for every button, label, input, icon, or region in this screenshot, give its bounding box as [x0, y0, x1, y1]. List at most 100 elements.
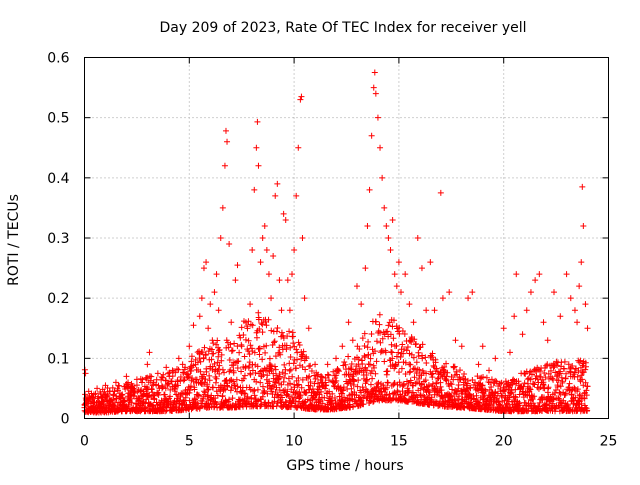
roti-band-point [407, 368, 414, 375]
roti-band-point [213, 375, 220, 382]
roti-band-point [218, 403, 225, 410]
roti-band-point [528, 392, 535, 399]
y-tick-label: 0.5 [47, 111, 69, 127]
roti-band-point [540, 382, 547, 389]
roti-band-point [542, 374, 549, 381]
roti-band-point [195, 392, 202, 399]
roti-band-point [373, 338, 380, 345]
roti-band-point [340, 387, 347, 394]
roti-band-point [177, 373, 184, 380]
roti-point [305, 325, 312, 332]
roti-band-point [229, 347, 236, 354]
roti-band-point [566, 387, 573, 394]
roti-band-point [218, 357, 225, 364]
roti-band-point [413, 340, 420, 347]
roti-band-point [287, 353, 294, 360]
roti-point [274, 180, 281, 187]
roti-band-point [512, 386, 519, 393]
roti-band-point [512, 393, 519, 400]
roti-band-point [571, 369, 578, 376]
roti-band-point [456, 367, 463, 374]
roti-point [381, 204, 388, 211]
roti-band-point [331, 394, 338, 401]
roti-band-point [278, 329, 285, 336]
roti-band-point [417, 385, 424, 392]
roti-band-point [276, 386, 283, 393]
roti-band-point [306, 373, 313, 380]
roti-band-point [417, 391, 424, 398]
roti-band-point [202, 376, 209, 383]
roti-point [192, 361, 199, 368]
roti-band-point [227, 367, 234, 374]
roti-band-point [341, 358, 348, 365]
roti-band-point [547, 367, 554, 374]
roti-band-point [294, 356, 301, 363]
roti-band-point [478, 382, 485, 389]
roti-band-point [422, 377, 429, 384]
y-tick-label: 0.2 [47, 291, 69, 307]
roti-band-point [414, 379, 421, 386]
roti-point [532, 277, 539, 284]
roti-band-point [377, 329, 384, 336]
x-tick-label: 25 [600, 434, 618, 450]
roti-band-point [423, 359, 430, 366]
roti-band-point [396, 330, 403, 337]
roti-band-point [168, 378, 175, 385]
roti-point [175, 355, 182, 362]
roti-band-point [544, 361, 551, 368]
roti-band-point [202, 351, 209, 358]
roti-point [579, 183, 586, 190]
roti-band-point [230, 369, 237, 376]
roti-band-point [213, 341, 220, 348]
roti-point [364, 222, 371, 229]
roti-band-point [219, 366, 226, 373]
roti-band-point [282, 366, 289, 373]
roti-band-point [565, 361, 572, 368]
roti-band-point [372, 348, 379, 355]
roti-band-point [210, 350, 217, 357]
roti-band-point [501, 397, 508, 404]
roti-band-point [101, 388, 108, 395]
roti-point [261, 222, 268, 229]
roti-band-point [293, 365, 300, 372]
roti-band-point [404, 344, 411, 351]
roti-band-point [257, 379, 264, 386]
roti-band-point [510, 376, 517, 383]
roti-band-point [267, 362, 274, 369]
roti-band-point [295, 374, 302, 381]
roti-band-point [340, 384, 347, 391]
roti-band-point [131, 389, 138, 396]
roti-band-point [269, 342, 276, 349]
roti-band-point [285, 392, 292, 399]
roti-band-point [238, 324, 245, 331]
roti-band-point [354, 383, 361, 390]
roti-band-point [450, 364, 457, 371]
roti-band-point [127, 395, 134, 402]
roti-band-point [332, 379, 339, 386]
roti-point [265, 271, 272, 278]
roti-band-point [432, 359, 439, 366]
roti-point [475, 361, 482, 368]
roti-point [146, 349, 153, 356]
roti-band-point [578, 372, 585, 379]
roti-point [366, 186, 373, 193]
roti-point [102, 382, 109, 389]
roti-point [119, 391, 126, 398]
roti-band-point [576, 391, 583, 398]
roti-band-point [449, 386, 456, 393]
roti-band-point [101, 398, 108, 405]
roti-band-point [293, 346, 300, 353]
roti-band-point [554, 362, 561, 369]
y-tick-label: 0.4 [47, 171, 69, 187]
roti-band-point [390, 335, 397, 342]
roti-band-point [264, 372, 271, 379]
roti-point [295, 144, 302, 151]
roti-band-point [250, 388, 257, 395]
roti-band-point [367, 381, 374, 388]
roti-band-point [326, 388, 333, 395]
roti-point [349, 337, 356, 344]
roti-point [82, 370, 89, 377]
roti-band-point [368, 368, 375, 375]
roti-point [469, 289, 476, 296]
roti-point [377, 144, 384, 151]
